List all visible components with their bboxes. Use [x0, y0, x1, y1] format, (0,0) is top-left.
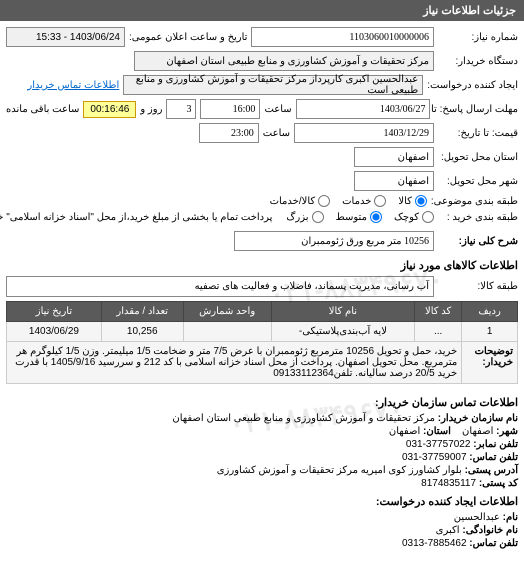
- deadline-label: مهلت ارسال پاسخ: تا: [434, 104, 518, 115]
- need-number-input[interactable]: [251, 27, 434, 47]
- c-province-label: استان:: [423, 426, 451, 437]
- phone-label: تلفن تماس:: [469, 452, 518, 463]
- th-date: تاریخ نیاز: [7, 302, 102, 322]
- province-input[interactable]: [354, 147, 434, 167]
- subject-input[interactable]: [234, 231, 434, 251]
- radio-koochak-input[interactable]: [422, 211, 434, 223]
- lastname-value: اکبری: [436, 525, 460, 536]
- address-value: بلوار کشاورز کوی امیریه مرکز تحقیقات و آ…: [217, 465, 462, 476]
- radio-kala-input[interactable]: [415, 195, 427, 207]
- contact-section-title: اطلاعات تماس سازمان خریدار:: [6, 396, 518, 409]
- category-label: طبقه کالا:: [438, 281, 518, 292]
- subject-label: شرح کلی نیاز:: [438, 236, 518, 247]
- radio-kalakhadamat-label: کالا/خدمات: [270, 196, 316, 207]
- turn-time-input[interactable]: [199, 123, 259, 143]
- td-code: ...: [415, 322, 462, 342]
- need-number-label: شماره نیاز:: [438, 32, 518, 43]
- radio-bozorg-label: بزرگ: [286, 212, 308, 223]
- radio-kalakhadamat[interactable]: کالا/خدمات: [270, 195, 331, 207]
- deadline-time-label: ساعت: [264, 104, 291, 115]
- radio-motavaset-label: متوسط: [336, 212, 367, 223]
- buyer-label: دستگاه خریدار:: [438, 56, 518, 67]
- radio-bozorg[interactable]: بزرگ: [286, 211, 323, 223]
- th-name: نام کالا: [271, 302, 414, 322]
- package-label: طبقه بندی موضوعی:: [431, 196, 518, 207]
- radio-kala[interactable]: کالا: [398, 195, 427, 207]
- c-province-value: اصفهان: [389, 426, 420, 437]
- items-section-title: اطلاعات کالاهای مورد نیاز: [6, 255, 518, 276]
- td-qty: 10,256: [101, 322, 183, 342]
- td-row: 1: [462, 322, 518, 342]
- name-label: نام:: [503, 512, 518, 523]
- creator-phone-value: 7885462-0313: [402, 538, 467, 549]
- postal-value: 8174835117: [421, 478, 476, 489]
- table-row: 1 ... لایه آب‌بندی‌پلاستیکی- 10,256 1403…: [7, 322, 518, 342]
- province-label: استان محل تحویل:: [438, 152, 518, 163]
- radio-khadamat-label: خدمات: [342, 196, 371, 207]
- address-label: آدرس پستی:: [465, 465, 518, 476]
- name-value: عبدالحسین: [454, 512, 500, 523]
- contact-link[interactable]: اطلاعات تماس خریدار: [27, 80, 119, 91]
- announce-value: 1403/06/24 - 15:33: [6, 27, 125, 47]
- phone-value: 37759007-031: [402, 452, 467, 463]
- turn-date-input[interactable]: [294, 123, 434, 143]
- turn-time-label: ساعت: [263, 128, 290, 139]
- size-radio-group: کوچک متوسط بزرگ: [286, 211, 434, 223]
- postal-label: کد پستی:: [479, 478, 518, 489]
- th-code: کد کالا: [415, 302, 462, 322]
- desc-label: توضیحات خریدار:: [462, 342, 518, 384]
- remaining-days-label: روز و: [140, 104, 162, 115]
- radio-khadamat-input[interactable]: [374, 195, 386, 207]
- lastname-label: نام خانوادگی:: [462, 525, 518, 536]
- items-table: ردیف کد کالا نام کالا واحد شمارش تعداد /…: [6, 301, 518, 384]
- creator-section-title: اطلاعات ایجاد کننده درخواست:: [6, 495, 518, 508]
- turn-label: قیمت: تا تاریخ:: [438, 128, 518, 139]
- radio-khadamat[interactable]: خدمات: [342, 195, 386, 207]
- radio-bozorg-input[interactable]: [312, 211, 324, 223]
- c-city-label: شهر:: [496, 426, 518, 437]
- radio-motavaset-input[interactable]: [370, 211, 382, 223]
- package-radio-group: کالا خدمات کالا/خدمات: [270, 195, 427, 207]
- deadline-date-input[interactable]: [296, 99, 431, 119]
- city-label: شهر محل تحویل:: [438, 176, 518, 187]
- remaining-suffix: ساعت باقی مانده: [6, 104, 79, 115]
- fax-value: 37757022-031: [406, 439, 471, 450]
- radio-koochak[interactable]: کوچک: [394, 211, 434, 223]
- fax-label: تلفن نمابر:: [473, 439, 518, 450]
- page-header: جزئیات اطلاعات نیاز: [0, 0, 524, 21]
- td-name: لایه آب‌بندی‌پلاستیکی-: [271, 322, 414, 342]
- org-value: مرکز تحقیقات و آموزش کشاورزی و منابع طبی…: [172, 413, 435, 424]
- requester-value: عبدالحسین اکبری کارپرداز مرکز تحقیقات و …: [123, 75, 423, 95]
- c-city-value: اصفهان: [462, 426, 493, 437]
- desc-value: خرید، حمل و تحویل 10256 مترمربع ژئوممبرا…: [7, 342, 462, 384]
- td-date: 1403/06/29: [7, 322, 102, 342]
- deadline-time-input[interactable]: [200, 99, 260, 119]
- radio-kalakhadamat-input[interactable]: [318, 195, 330, 207]
- table-desc-row: توضیحات خریدار: خرید، حمل و تحویل 10256 …: [7, 342, 518, 384]
- remaining-days: [166, 99, 196, 119]
- org-label: نام سازمان خریدار:: [438, 413, 518, 424]
- remaining-time: 00:16:46: [83, 101, 136, 118]
- th-unit: واحد شمارش: [183, 302, 271, 322]
- buyer-value: مرکز تحقیقات و آموزش کشاورزی و منابع طبی…: [134, 51, 434, 71]
- creator-phone-label: تلفن تماس:: [469, 538, 518, 549]
- radio-motavaset[interactable]: متوسط: [336, 211, 382, 223]
- th-qty: تعداد / مقدار: [101, 302, 183, 322]
- announce-label: تاریخ و ساعت اعلان عمومی:: [129, 32, 248, 43]
- size-label: طبقه بندی خرید :: [438, 212, 518, 223]
- payment-note: پرداخت تمام یا بخشی از مبلغ خرید،از محل …: [0, 212, 272, 223]
- requester-label: ایجاد کننده درخواست:: [427, 80, 518, 91]
- category-value: آب رسانی، مدیریت پسماند، فاضلاب و فعالیت…: [6, 276, 434, 297]
- td-unit: [183, 322, 271, 342]
- city-input[interactable]: [354, 171, 434, 191]
- radio-koochak-label: کوچک: [394, 212, 419, 223]
- radio-kala-label: کالا: [398, 196, 412, 207]
- th-row: ردیف: [462, 302, 518, 322]
